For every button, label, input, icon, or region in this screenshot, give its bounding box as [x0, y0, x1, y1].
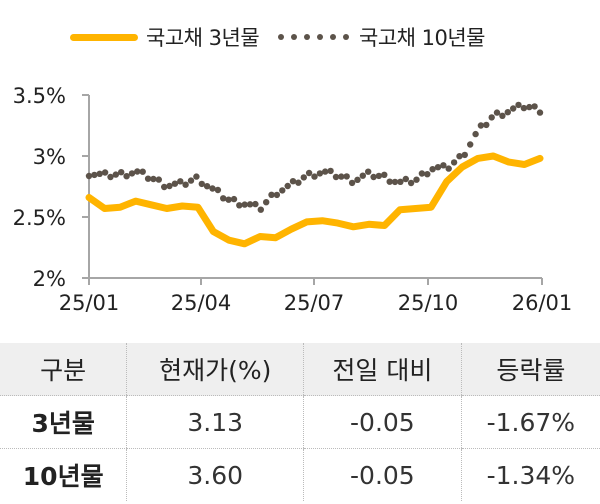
- header-daily-change: 전일 대비: [303, 343, 462, 396]
- series-10yr-dots: [85, 101, 544, 213]
- x-tick-label: 26/01: [512, 291, 573, 315]
- change-rate: -1.34%: [460, 448, 600, 501]
- chart-legend: 국고채 3년물 국고채 10년물: [0, 22, 600, 56]
- x-ticks: [88, 278, 543, 285]
- change-rate: -1.67%: [460, 395, 600, 449]
- line-chart: 3.5% 3% 2.5% 2% 25/01 25/04 25/07 25/10 …: [13, 84, 573, 315]
- legend-item-10yr: 국고채 10년물: [278, 22, 486, 52]
- current-price: 3.60: [126, 448, 304, 501]
- header-change-rate: 등락률: [460, 343, 600, 396]
- table-header-row: 구분 현재가(%) 전일 대비 등락률: [0, 343, 600, 396]
- table-row: 10년물 3.60 -0.05 -1.34%: [0, 448, 600, 501]
- dotted-line-swatch-icon: [278, 34, 349, 40]
- series-3yr-line: [85, 152, 544, 248]
- legend-item-3yr: 국고채 3년물: [70, 22, 260, 52]
- header-current-price: 현재가(%): [126, 343, 304, 396]
- solid-line-swatch-icon: [70, 33, 138, 41]
- row-label: 10년물: [22, 462, 104, 491]
- row-label: 3년물: [0, 395, 127, 449]
- y-tick-label: 2.5%: [13, 206, 66, 230]
- legend-label-10yr: 국고채 10년물: [359, 26, 486, 50]
- y-ticks: [82, 94, 89, 279]
- legend-label-3yr: 국고채 3년물: [146, 26, 260, 50]
- x-tick-label: 25/04: [171, 291, 232, 315]
- x-tick-label: 25/10: [398, 291, 459, 315]
- y-tick-label: 3%: [33, 145, 66, 169]
- x-tick-label: 25/07: [284, 291, 345, 315]
- yield-summary-table: 구분 현재가(%) 전일 대비 등락률 3년물 3.13 -0.05 -1.67…: [0, 343, 600, 501]
- table-row: 3년물 3.13 -0.05 -1.67%: [0, 395, 600, 449]
- y-tick-label: 2%: [33, 267, 66, 291]
- x-tick-label: 25/01: [59, 291, 120, 315]
- x-tick-labels: 25/01 25/04 25/07 25/10 26/01: [59, 291, 573, 315]
- y-tick-labels: 3.5% 3% 2.5% 2%: [13, 84, 66, 291]
- header-category: 구분: [0, 343, 127, 396]
- daily-change: -0.05: [303, 395, 462, 449]
- daily-change: -0.05: [303, 448, 462, 501]
- y-tick-label: 3.5%: [13, 84, 66, 108]
- current-price: 3.13: [126, 395, 304, 449]
